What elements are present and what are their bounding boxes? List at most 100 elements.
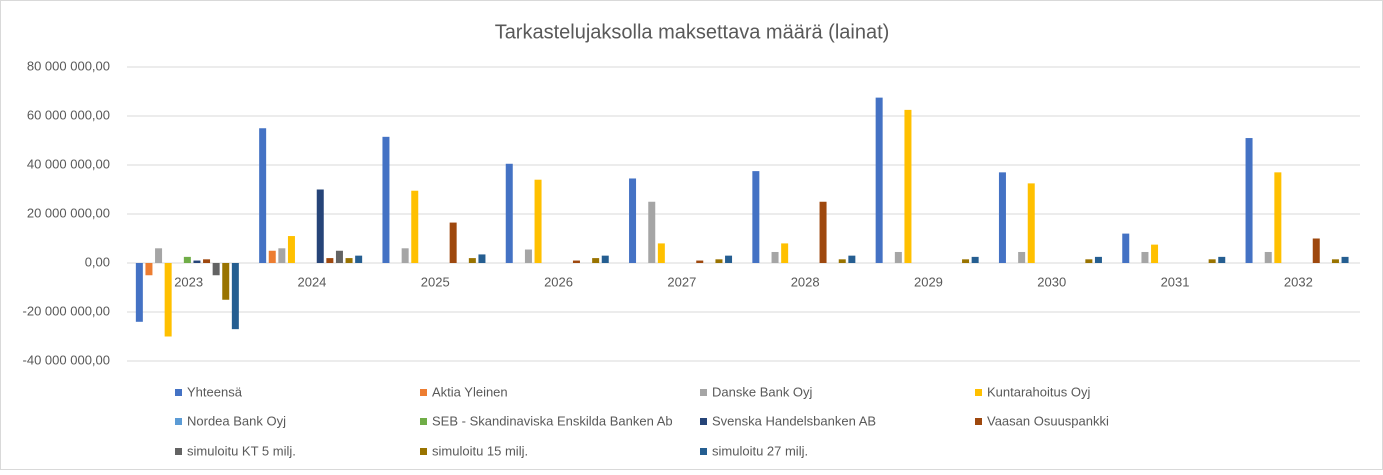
- legend-label: Danske Bank Oyj: [712, 384, 813, 399]
- bar: [592, 258, 600, 263]
- legend-swatch: [975, 418, 982, 425]
- bar: [155, 248, 163, 263]
- y-tick-label: -40 000 000,00: [23, 352, 110, 367]
- x-tick-label: 2029: [914, 274, 943, 289]
- bar: [193, 260, 201, 263]
- bar: [449, 222, 457, 263]
- bar: [183, 256, 191, 263]
- bar: [259, 128, 267, 263]
- legend-swatch: [420, 448, 427, 455]
- chart-title: Tarkastelujaksolla maksettava määrä (lai…: [495, 21, 890, 43]
- bar: [838, 259, 846, 263]
- bar: [505, 163, 513, 263]
- bar: [629, 178, 637, 263]
- x-tick-label: 2026: [544, 274, 573, 289]
- bar: [572, 260, 580, 263]
- bar: [382, 136, 390, 263]
- bar: [1208, 259, 1216, 263]
- legend-label: Yhteensä: [187, 384, 243, 399]
- legend-swatch: [700, 389, 707, 396]
- legend-label: Nordea Bank Oyj: [187, 413, 286, 428]
- bar: [1245, 138, 1253, 263]
- bar: [355, 255, 363, 263]
- y-tick-label: 0,00: [85, 254, 110, 269]
- y-tick-label: 40 000 000,00: [27, 156, 110, 171]
- legend-label: Aktia Yleinen: [432, 384, 508, 399]
- y-tick-label: 20 000 000,00: [27, 205, 110, 220]
- legend-swatch: [700, 448, 707, 455]
- bar: [468, 258, 476, 263]
- bar: [752, 171, 760, 263]
- bar: [222, 263, 230, 300]
- bar: [1218, 256, 1226, 263]
- bar: [1018, 251, 1026, 263]
- bar: [848, 255, 856, 263]
- bar: [875, 97, 883, 263]
- bar: [534, 179, 542, 263]
- legend-swatch: [420, 418, 427, 425]
- bar: [781, 243, 789, 263]
- legend-swatch: [175, 418, 182, 425]
- y-tick-label: 80 000 000,00: [27, 58, 110, 73]
- bar: [1312, 238, 1320, 263]
- bar: [601, 255, 609, 263]
- x-tick-label: 2023: [174, 274, 203, 289]
- legend-label: simuloitu 27 milj.: [712, 443, 808, 458]
- legend-swatch: [420, 389, 427, 396]
- bar: [1151, 244, 1159, 263]
- bar: [326, 258, 334, 263]
- bar: [1274, 172, 1282, 263]
- bar: [894, 251, 902, 263]
- bar: [268, 250, 276, 263]
- bar: [231, 263, 239, 330]
- bar: [657, 243, 665, 263]
- bar: [1141, 251, 1149, 263]
- x-tick-label: 2032: [1284, 274, 1313, 289]
- bar: [164, 263, 172, 337]
- bar: [203, 259, 211, 263]
- legend-label: simuloitu 15 milj.: [432, 443, 528, 458]
- legend-swatch: [175, 448, 182, 455]
- bar: [819, 201, 827, 263]
- legend-label: Vaasan Osuuspankki: [987, 413, 1109, 428]
- x-tick-label: 2028: [791, 274, 820, 289]
- bar: [725, 255, 733, 263]
- bar: [971, 256, 979, 263]
- legend-label: Kuntarahoitus Oyj: [987, 384, 1090, 399]
- bar: [1264, 251, 1272, 263]
- x-tick-label: 2027: [667, 274, 696, 289]
- bar: [771, 251, 779, 263]
- bar: [648, 201, 656, 263]
- x-tick-label: 2025: [421, 274, 450, 289]
- bar: [345, 258, 353, 263]
- bar: [335, 250, 343, 263]
- bar: [145, 263, 153, 276]
- bar: [1122, 233, 1130, 263]
- bar: [478, 254, 486, 263]
- bar: [1094, 256, 1102, 263]
- bar: [696, 260, 704, 263]
- legend-label: simuloitu KT 5 milj.: [187, 443, 296, 458]
- x-tick-label: 2031: [1161, 274, 1190, 289]
- legend-label: SEB - Skandinaviska Enskilda Banken Ab: [432, 413, 673, 428]
- bar: [1085, 259, 1093, 263]
- x-tick-label: 2024: [297, 274, 326, 289]
- bar: [1341, 256, 1349, 263]
- bar: [278, 248, 286, 263]
- bar: [1331, 259, 1339, 263]
- y-tick-label: 60 000 000,00: [27, 107, 110, 122]
- legend-swatch: [175, 389, 182, 396]
- bar: [962, 259, 970, 263]
- legend-swatch: [975, 389, 982, 396]
- bar: [401, 248, 409, 263]
- bar: [316, 189, 324, 263]
- x-tick-label: 2030: [1037, 274, 1066, 289]
- y-tick-label: -20 000 000,00: [23, 303, 110, 318]
- bar: [524, 249, 532, 263]
- legend-label: Svenska Handelsbanken AB: [712, 413, 876, 428]
- bar: [1027, 183, 1035, 263]
- bar: [212, 263, 220, 276]
- bar: [135, 263, 143, 322]
